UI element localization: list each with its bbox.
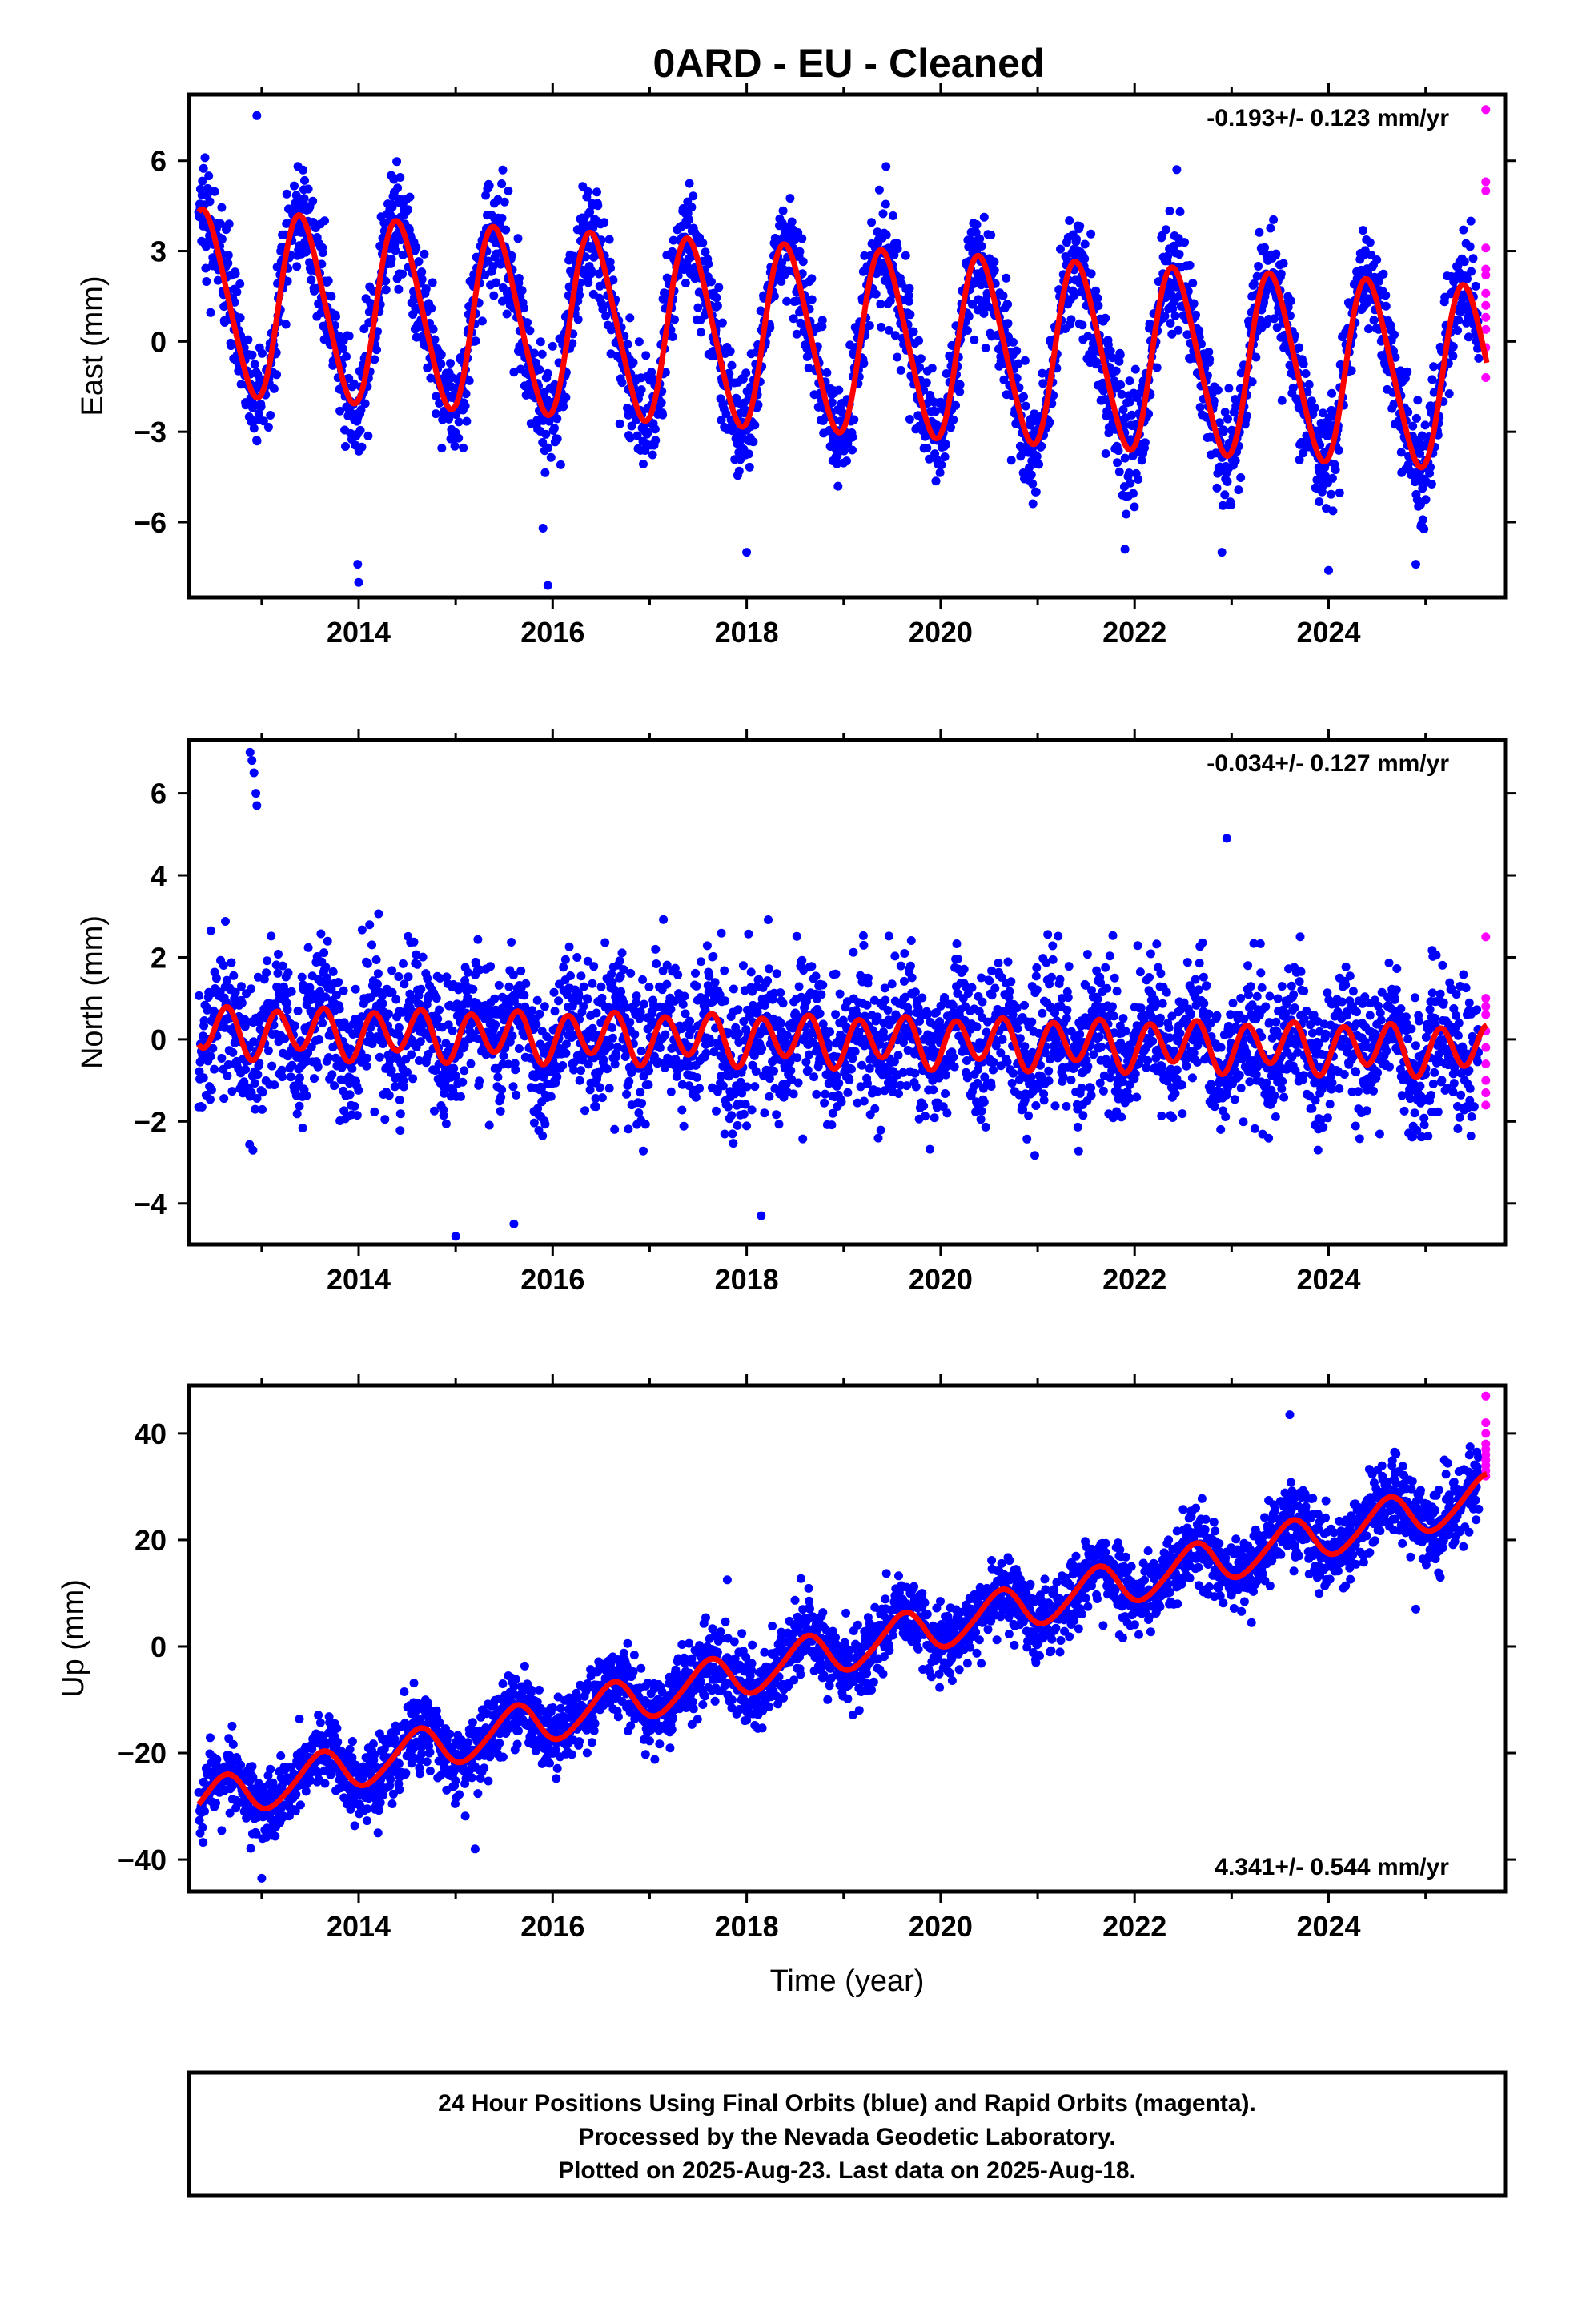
north-rate-label: -0.034+/- 0.127 mm/yr: [1207, 750, 1449, 777]
east-rapid-orbit-point: [1481, 105, 1491, 115]
east-x-tick-label: 2022: [1102, 616, 1166, 649]
footer-frame: [187, 2070, 1508, 2198]
east-y-tick-label: −3: [134, 416, 167, 448]
east-y-tick-label: −6: [134, 506, 167, 539]
east-x-tick-label: 2016: [520, 616, 584, 649]
east-rapid-orbit-point: [1481, 271, 1491, 280]
east-model-fit-line: [196, 206, 1490, 471]
east-rapid-orbit-point: [1481, 312, 1491, 322]
north-final-orbits-series: [194, 747, 1484, 1241]
north-rapid-orbit-point: [1481, 1043, 1491, 1052]
north-rapid-orbits-series: [1481, 932, 1491, 1110]
north-y-tick-label: 0: [151, 1023, 167, 1056]
north-rapid-orbit-point: [1481, 932, 1491, 942]
north-rapid-orbit-point: [1481, 1059, 1491, 1069]
north-final-orbit-points: [194, 747, 1484, 1241]
north-y-axis-label: North (mm): [76, 915, 110, 1069]
up-final-orbits-series: [194, 1410, 1484, 1883]
up-rapid-orbit-point: [1481, 1429, 1491, 1438]
north-x-tick-label: 2022: [1102, 1263, 1166, 1296]
up-y-tick-label: 20: [135, 1524, 167, 1557]
north-model-fit-line: [196, 1003, 1489, 1080]
north-y-tick-label: 6: [151, 778, 167, 810]
north-plot-frame: [187, 738, 1508, 1247]
up-rapid-orbit-point: [1481, 1391, 1491, 1401]
up-final-orbit-points: [194, 1410, 1484, 1883]
panel-up: 2014 2016 2018 2020 2022 2024 −40 −20 0 20 40 4.34…: [57, 1374, 1516, 1998]
footer-line-3: Plotted on 2025-Aug-23. Last data on 202…: [558, 2157, 1136, 2184]
panel-north: 2014 2016 2018 2020 2022 2024 −4 −2 0 2 4 6 -0.034+…: [76, 729, 1516, 1296]
east-rapid-orbits-series: [1481, 105, 1491, 382]
north-x-tick-label: 2024: [1296, 1263, 1360, 1296]
up-x-tick-label: 2018: [715, 1910, 779, 1943]
north-rapid-orbit-point: [1481, 1010, 1491, 1019]
up-x-tick-label: 2016: [520, 1910, 584, 1943]
east-rapid-orbit-point: [1481, 300, 1491, 310]
north-y-tick-label: −2: [134, 1105, 167, 1138]
up-x-tick-label: 2024: [1296, 1910, 1360, 1943]
up-model-fit-line: [196, 1471, 1489, 1811]
north-x-tick-label: 2014: [327, 1263, 391, 1296]
east-x-tick-label: 2024: [1296, 616, 1360, 649]
east-rapid-orbit-point: [1481, 324, 1491, 334]
up-rate-label: 4.341+/- 0.544 mm/yr: [1215, 1854, 1449, 1880]
east-x-tick-label: 2014: [327, 616, 391, 649]
east-y-axis-label: East (mm): [76, 275, 110, 416]
east-rapid-orbit-point: [1481, 264, 1491, 274]
up-y-tick-label: 40: [135, 1417, 167, 1450]
east-rapid-orbit-point: [1481, 177, 1491, 187]
north-x-tick-label: 2016: [520, 1263, 584, 1296]
east-rapid-orbit-point: [1481, 288, 1491, 298]
east-x-tick-label: 2018: [715, 616, 779, 649]
north-x-tick-label: 2018: [715, 1263, 779, 1296]
up-y-axis-label: Up (mm): [57, 1579, 90, 1698]
north-y-tick-label: −4: [134, 1188, 167, 1220]
up-rapid-orbit-point: [1481, 1418, 1491, 1428]
up-x-tick-label: 2022: [1102, 1910, 1166, 1943]
north-rapid-orbit-point: [1481, 1076, 1491, 1085]
east-y-tick-label: 0: [151, 325, 167, 358]
north-rapid-orbit-point: [1481, 1002, 1491, 1011]
up-x-tick-label: 2020: [909, 1910, 973, 1943]
x-axis-label: Time (year): [770, 1964, 925, 1998]
up-y-tick-label: −20: [118, 1737, 167, 1770]
east-y-tick-label: 6: [151, 145, 167, 178]
up-y-tick-label: 0: [151, 1630, 167, 1663]
east-rapid-orbit-point: [1481, 372, 1491, 382]
north-y-tick-label: 2: [151, 941, 167, 974]
north-rapid-orbit-point: [1481, 994, 1491, 1003]
up-plot-frame: [187, 1383, 1508, 1894]
panel-east: 2014 2016 2018 2020 2022 2024 −6 −3 0 3 6 -0.193+/…: [76, 83, 1516, 649]
east-x-tick-label: 2020: [909, 616, 973, 649]
east-rate-label: -0.193+/- 0.123 mm/yr: [1207, 105, 1449, 131]
footer-line-1: 24 Hour Positions Using Final Orbits (bl…: [438, 2090, 1256, 2117]
east-y-tick-label: 3: [151, 235, 167, 268]
up-y-tick-label: −40: [118, 1844, 167, 1876]
east-plot-frame: [187, 92, 1508, 600]
north-x-tick-label: 2020: [909, 1263, 973, 1296]
figure-title: 0ARD - EU - Cleaned: [653, 41, 1045, 86]
east-tick-labels: 2014 2016 2018 2020 2022 2024 −6 −3 0 3 6: [134, 145, 1361, 649]
up-rapid-orbits-series: [1481, 1391, 1491, 1481]
east-rapid-orbit-point: [1481, 243, 1491, 253]
north-rapid-orbit-point: [1481, 1100, 1491, 1110]
north-rapid-orbit-point: [1481, 1088, 1491, 1097]
north-tick-labels: 2014 2016 2018 2020 2022 2024 −4 −2 0 2 4 6: [134, 778, 1361, 1296]
footer-box: 24 Hour Positions Using Final Orbits (bl…: [187, 2070, 1508, 2198]
north-y-tick-label: 4: [151, 859, 167, 892]
footer-line-2: Processed by the Nevada Geodetic Laborat…: [578, 2124, 1115, 2150]
east-rapid-orbit-point: [1481, 186, 1491, 195]
up-x-tick-label: 2014: [327, 1910, 391, 1943]
up-tick-labels: 2014 2016 2018 2020 2022 2024 −40 −20 0 20 40: [118, 1417, 1361, 1943]
